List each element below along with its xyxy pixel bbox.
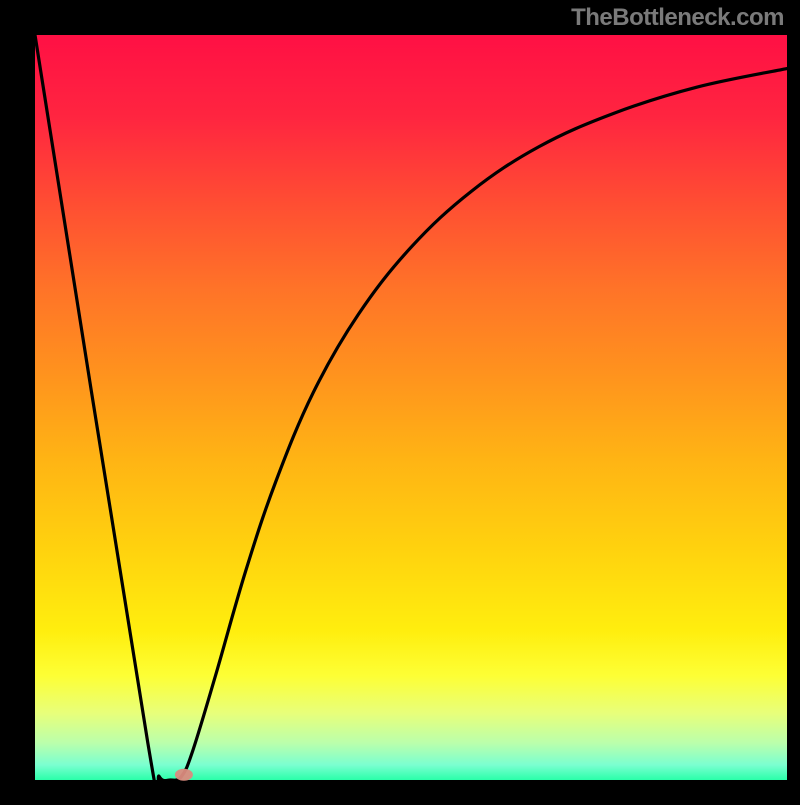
chart-svg <box>0 0 800 800</box>
bottleneck-chart: TheBottleneck.com <box>0 0 800 800</box>
plot-background <box>35 35 787 780</box>
minimum-marker <box>175 769 193 781</box>
watermark-text: TheBottleneck.com <box>571 4 784 32</box>
